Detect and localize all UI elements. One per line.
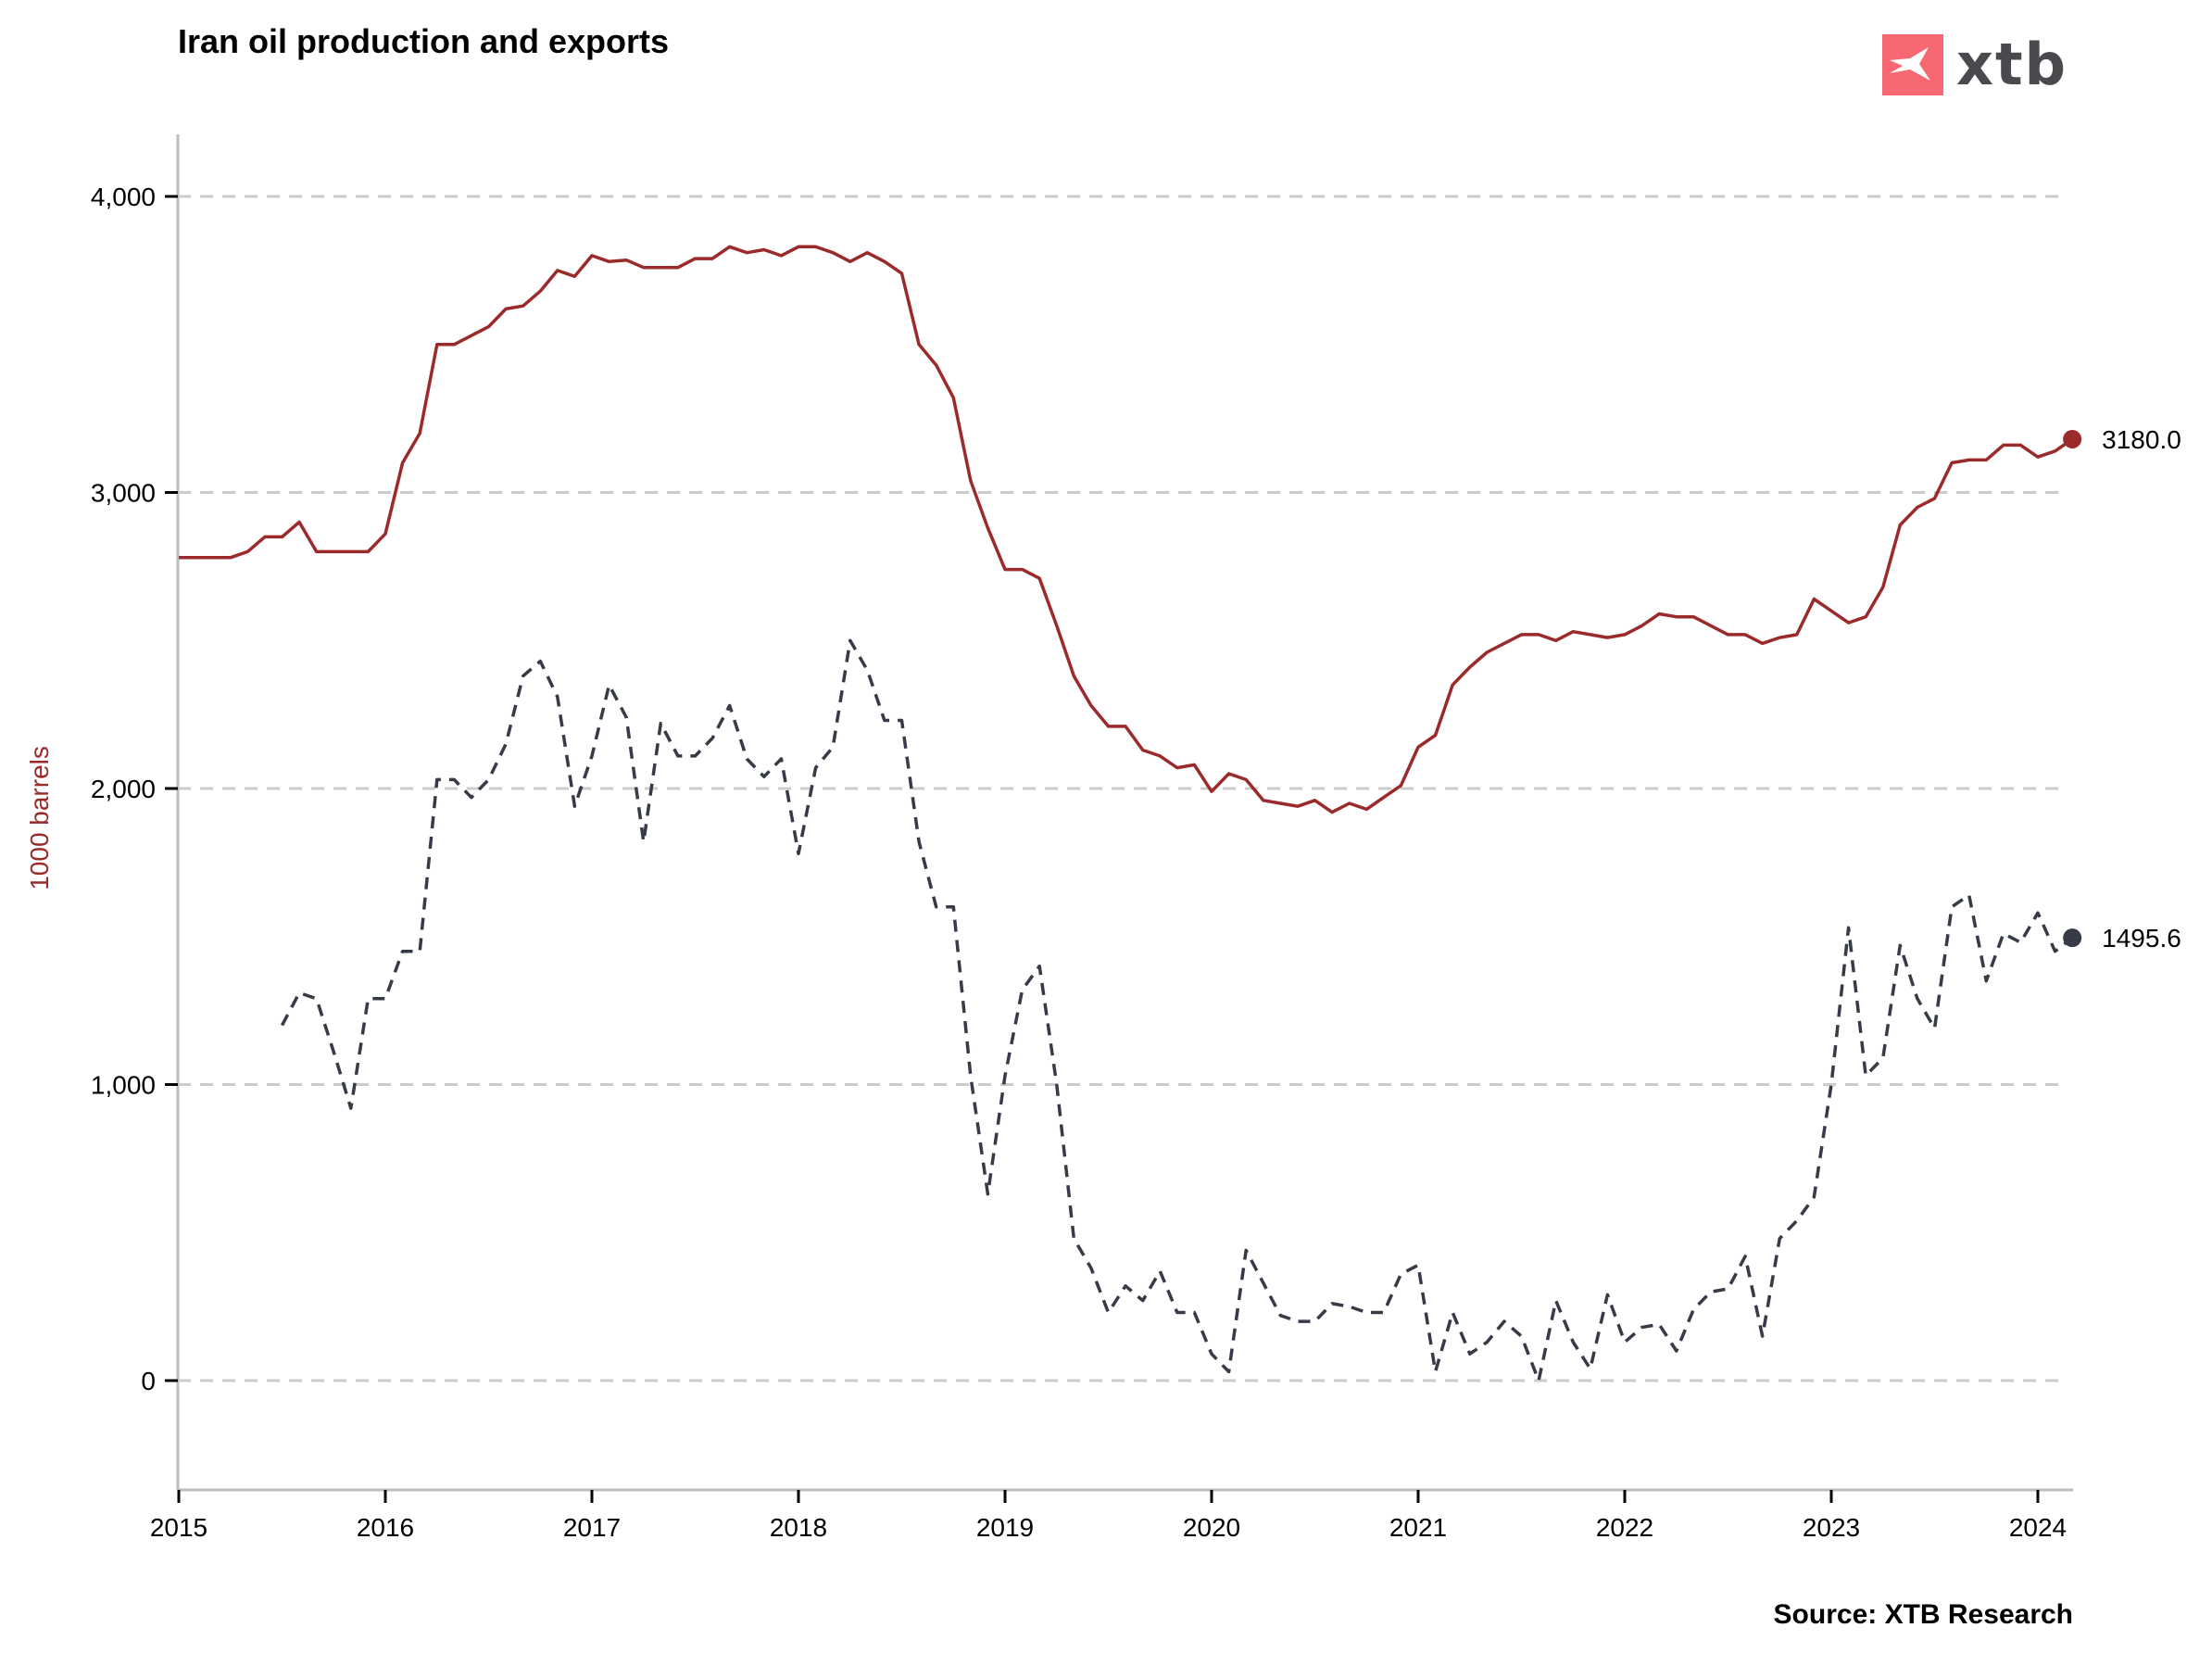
end-marker-exports: [2063, 928, 2082, 948]
end-label-production: 3180.0: [2102, 425, 2181, 454]
x-tick-label: 2021: [1389, 1513, 1447, 1542]
chart-title: Iran oil production and exports: [178, 22, 670, 60]
series-lines: [179, 245, 2074, 1382]
y-tick-label: 0: [141, 1367, 156, 1395]
x-tick-label: 2018: [770, 1513, 827, 1542]
series-line-exports: [280, 638, 2074, 1382]
x-tick-label: 2023: [1803, 1513, 1860, 1542]
series-line-production: [179, 245, 2074, 814]
y-axis-ticks: 0 1,000 2,000 3,000 4,000: [91, 183, 178, 1395]
y-tick-label: 4,000: [91, 183, 156, 211]
end-markers: 3180.0 1495.6: [2063, 425, 2181, 953]
axes: [176, 134, 2073, 1492]
xtb-logo: xtb: [1882, 34, 2067, 95]
end-label-exports: 1495.6: [2102, 924, 2181, 953]
x-tick-label: 2017: [563, 1513, 621, 1542]
x-tick-label: 2024: [2009, 1513, 2067, 1542]
x-tick-label: 2020: [1183, 1513, 1240, 1542]
x-tick-label: 2016: [357, 1513, 414, 1542]
x-tick-label: 2015: [150, 1513, 207, 1542]
gridlines: [178, 195, 2064, 1382]
xtb-x-mark-icon: [1882, 34, 1943, 95]
logo-text: xtb: [1956, 31, 2068, 98]
x-tick-label: 2022: [1596, 1513, 1653, 1542]
y-tick-label: 2,000: [91, 775, 156, 803]
x-tick-label: 2019: [976, 1513, 1034, 1542]
end-marker-production: [2063, 429, 2082, 448]
y-tick-label: 3,000: [91, 479, 156, 508]
y-axis-label: 1000 barrels: [25, 746, 54, 890]
x-axis-ticks: 2015 2016 2017 2018 2019 2020 2021 2022 2023 2024: [150, 1490, 2067, 1542]
source-note: Source: XTB Research: [1773, 1599, 2073, 1630]
y-tick-label: 1,000: [91, 1071, 156, 1100]
